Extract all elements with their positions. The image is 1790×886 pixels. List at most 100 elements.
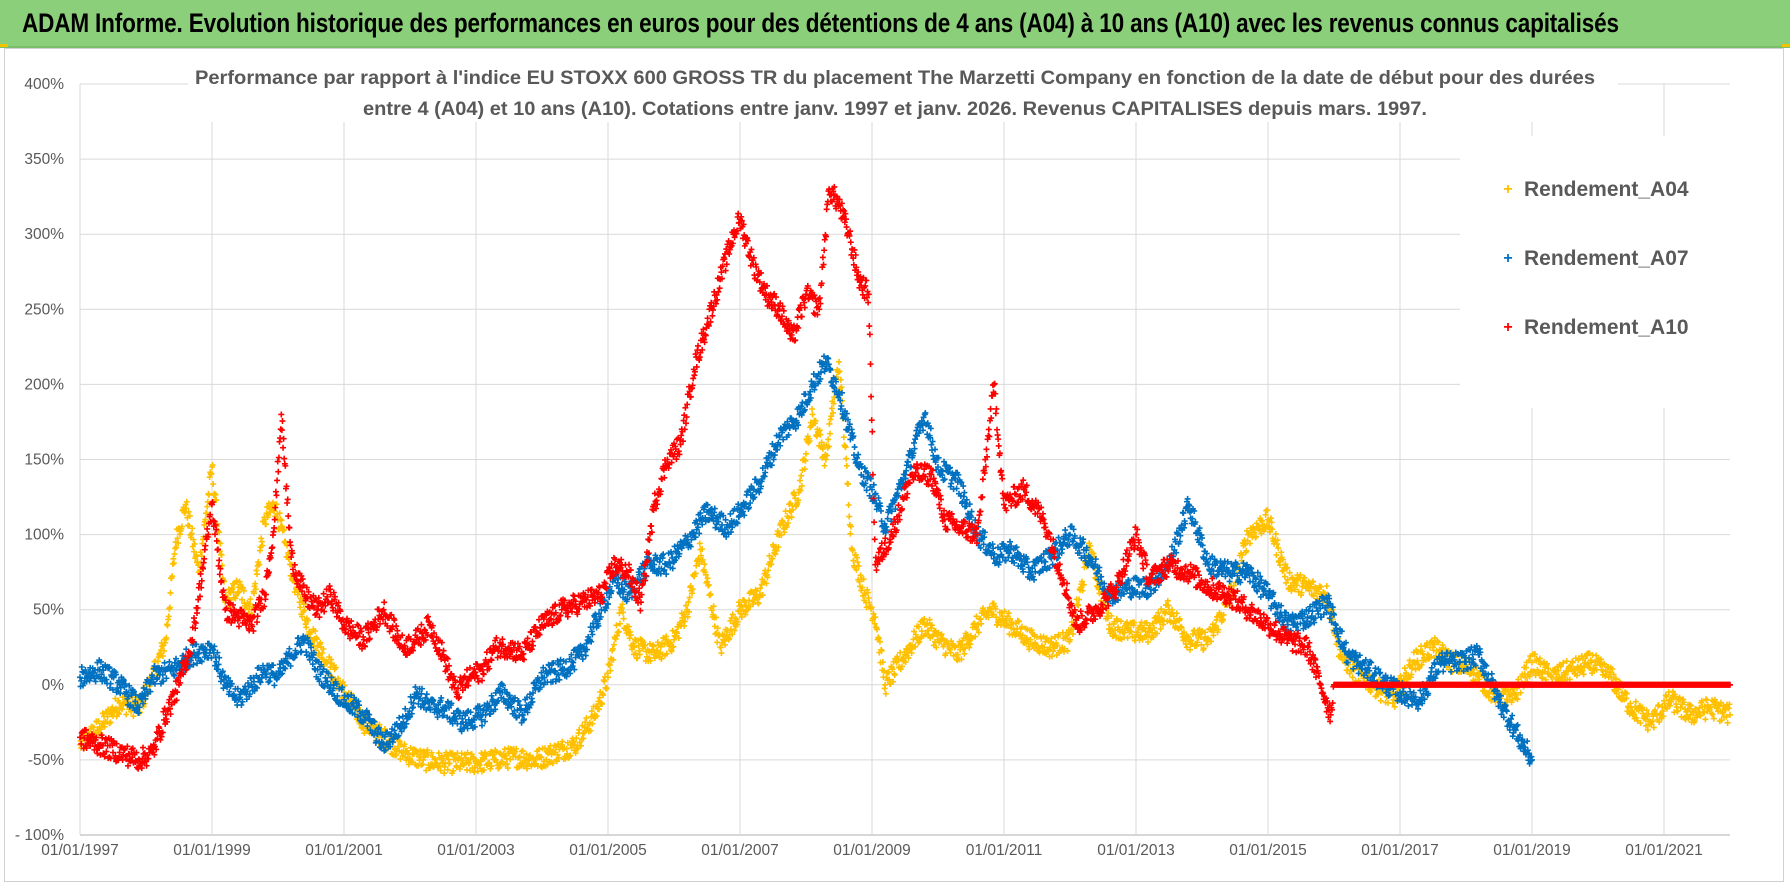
data-point [836, 368, 843, 375]
data-point [190, 536, 197, 543]
data-point [305, 617, 311, 624]
data-point [101, 723, 108, 730]
data-point [765, 567, 772, 574]
data-point [783, 524, 790, 531]
data-point [1007, 538, 1013, 545]
data-point [827, 430, 833, 437]
data-point [183, 505, 190, 512]
data-point [704, 575, 711, 582]
data-point [699, 546, 706, 553]
data-point [197, 549, 204, 556]
data-point [440, 755, 447, 762]
data-point [280, 526, 287, 533]
data-point [846, 513, 853, 520]
data-point [626, 635, 633, 642]
data-point [602, 673, 608, 680]
data-point [843, 462, 850, 469]
data-point [876, 638, 883, 645]
data-point [718, 650, 725, 657]
data-point [464, 749, 471, 756]
data-point [193, 552, 200, 559]
data-point [741, 599, 748, 606]
data-point [670, 643, 677, 650]
data-point [332, 664, 339, 671]
data-point [755, 600, 762, 607]
data-point [538, 754, 545, 761]
data-point [210, 481, 217, 488]
data-point [607, 667, 614, 674]
data-point [663, 650, 670, 657]
data-point [115, 697, 122, 704]
data-point [510, 753, 517, 760]
data-point [961, 650, 968, 657]
data-point [496, 764, 503, 771]
data-point [802, 457, 809, 464]
data-point [578, 742, 584, 749]
data-point [1145, 639, 1151, 646]
data-point [729, 631, 736, 638]
data-point [444, 753, 451, 760]
data-point [826, 420, 833, 427]
data-point [953, 485, 960, 492]
data-point [320, 645, 327, 652]
data-point [828, 405, 835, 412]
data-point [612, 635, 619, 642]
data-point [401, 741, 408, 748]
corner-accent-left [0, 44, 8, 47]
data-point [772, 551, 779, 558]
data-point [851, 444, 858, 451]
data-point [185, 508, 192, 515]
data-point [879, 659, 886, 666]
data-point [397, 756, 404, 763]
data-point [419, 761, 426, 768]
data-point [739, 603, 746, 610]
data-point [286, 645, 293, 652]
data-point [801, 466, 808, 473]
data-point [480, 766, 487, 773]
data-point [828, 413, 835, 420]
data-point [587, 727, 594, 734]
data-point [627, 632, 634, 639]
data-point [819, 445, 826, 452]
data-point [630, 640, 637, 647]
data-point [306, 630, 313, 637]
data-point [875, 635, 882, 642]
data-point [707, 591, 714, 598]
data-point [213, 497, 220, 504]
data-point [580, 735, 587, 742]
data-point [850, 557, 857, 564]
data-point [599, 700, 605, 707]
data-point [437, 767, 444, 774]
data-point [845, 502, 852, 509]
data-point [759, 592, 766, 599]
data-point [685, 599, 692, 606]
data-point [757, 585, 764, 592]
data-point [504, 765, 511, 772]
data-point [203, 510, 210, 517]
data-point [544, 761, 551, 768]
data-point [830, 409, 836, 416]
data-point [692, 570, 699, 577]
data-point [646, 654, 653, 661]
data-point [488, 763, 495, 770]
header-banner: ADAM Informe. Evolution historique des p… [0, 0, 1790, 48]
data-point [838, 402, 845, 409]
series-a04 [77, 358, 1733, 777]
data-point [674, 630, 680, 637]
data-point [698, 552, 704, 559]
data-point [849, 547, 856, 554]
data-point [838, 384, 845, 391]
data-point [786, 501, 793, 508]
data-point [1710, 715, 1717, 722]
data-point [471, 764, 478, 771]
data-point [1042, 558, 1049, 565]
data-point [178, 523, 185, 530]
data-point [1152, 587, 1159, 594]
data-point [753, 588, 760, 595]
data-point [166, 604, 173, 611]
data-point [254, 571, 260, 578]
data-point [109, 704, 116, 711]
data-point [774, 528, 781, 535]
data-point [606, 662, 613, 669]
data-point [172, 545, 179, 552]
